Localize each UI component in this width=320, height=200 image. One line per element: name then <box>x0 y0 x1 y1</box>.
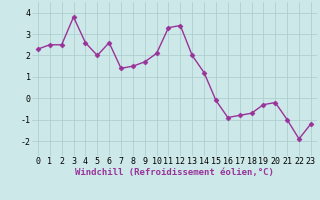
X-axis label: Windchill (Refroidissement éolien,°C): Windchill (Refroidissement éolien,°C) <box>75 168 274 177</box>
